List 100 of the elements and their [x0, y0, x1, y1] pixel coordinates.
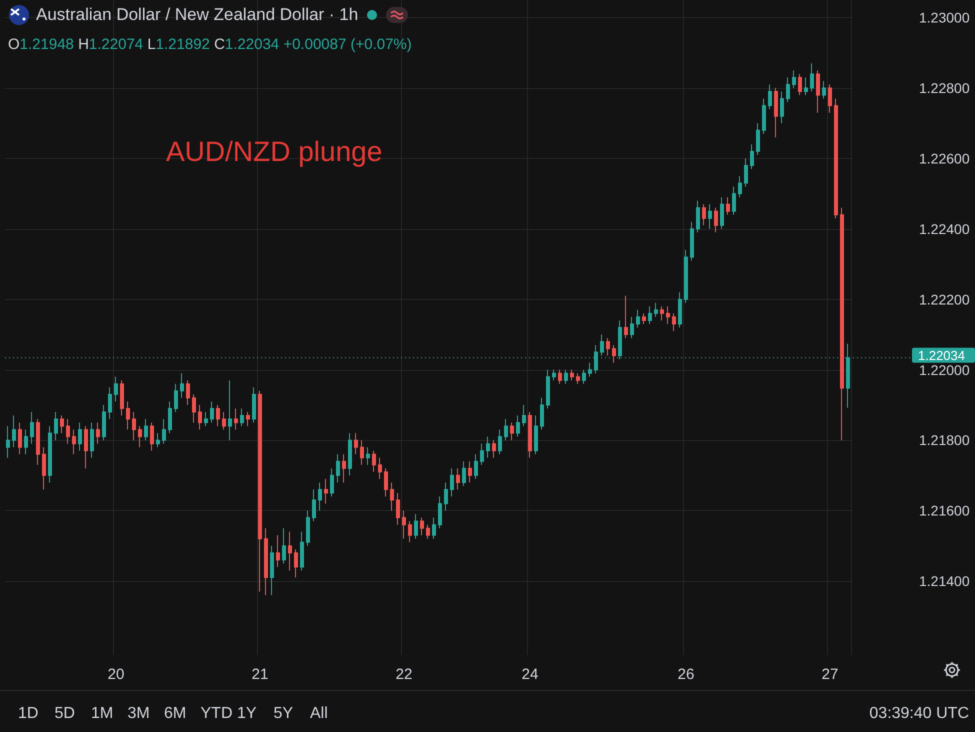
candlestick [12, 415, 16, 448]
candlestick [390, 482, 394, 512]
candlestick [732, 186, 736, 216]
candlestick [462, 460, 466, 486]
candlestick [564, 369, 568, 384]
x-tick-label: 24 [522, 666, 538, 683]
candlestick [414, 514, 418, 540]
candlestick [474, 454, 478, 480]
candlestick [258, 390, 262, 592]
candlestick [174, 383, 178, 413]
text: O1.21948 H1.22074 L1.21892 C1.22034 +0.00087 (+0.07%) [8, 36, 412, 53]
x-tick-label: 20 [108, 666, 124, 683]
candlestick [588, 362, 592, 378]
candlestick [210, 400, 214, 424]
candlestick [534, 415, 538, 455]
candlestick [360, 440, 364, 466]
x-tick-label: 21 [252, 666, 268, 683]
candlestick [198, 404, 202, 430]
candlestick [690, 221, 694, 262]
text: 1D [18, 705, 38, 723]
candlestick [744, 158, 748, 188]
candlestick [96, 422, 100, 444]
candlestick [408, 520, 412, 543]
text: 6M [164, 705, 186, 723]
candlestick [144, 418, 148, 441]
y-tick-label: 1.21400 [919, 573, 970, 590]
candlestick [558, 369, 562, 384]
candlestick [552, 369, 556, 381]
candlestick [516, 415, 520, 438]
candlestick [396, 492, 400, 526]
candlestick [810, 62, 814, 92]
candlestick [180, 372, 184, 398]
y-tick-label: 1.21800 [919, 432, 970, 448]
candlestick [576, 372, 580, 384]
candlestick [666, 306, 670, 324]
candlestick [66, 418, 70, 444]
candlestick [270, 545, 274, 596]
candlestick [6, 426, 10, 458]
candlestick [282, 528, 286, 564]
candlestick [630, 316, 634, 339]
candlestick [648, 306, 652, 324]
candlestick [366, 446, 370, 466]
candlestick [300, 531, 304, 571]
candlestick [486, 436, 490, 458]
y-tick-label: 1.22800 [919, 80, 970, 96]
text: 5Y [274, 705, 294, 723]
candlestick [702, 204, 706, 226]
candlestick [264, 528, 268, 596]
candlestick [294, 548, 298, 578]
candlestick [624, 295, 628, 339]
candlestick [528, 412, 532, 458]
candlestick [306, 510, 310, 546]
candlestick [348, 432, 352, 476]
candlestick [606, 338, 610, 356]
candlestick [138, 426, 142, 448]
text: 5D [54, 705, 75, 723]
candlestick [150, 422, 154, 452]
candlestick [378, 457, 382, 480]
candlestick [228, 380, 232, 441]
candlestick [426, 524, 430, 540]
candlestick [828, 84, 832, 114]
annotation: AUD/NZD plunge [166, 136, 382, 168]
candlestick [126, 400, 130, 430]
candlestick [510, 422, 514, 441]
candlestick [420, 517, 424, 536]
candlestick [468, 460, 472, 483]
candlestick [330, 468, 334, 498]
text: 1M [91, 705, 114, 723]
candlestick [312, 488, 316, 522]
candlestick [186, 380, 190, 406]
chart-title: Australian Dollar / New Zealand Dollar · 1h [36, 5, 358, 25]
y-tick-label: 1.22400 [919, 220, 970, 237]
candlestick [432, 517, 436, 540]
candlestick [768, 84, 772, 110]
text: 1Y [237, 705, 257, 723]
candlestick [540, 397, 544, 430]
candlestick [72, 429, 76, 455]
candlestick [156, 432, 160, 448]
candlestick [30, 412, 34, 444]
x-tick-label: 26 [678, 666, 694, 683]
candlestick [60, 415, 64, 434]
candlestick [108, 386, 112, 420]
candlestick [840, 207, 844, 441]
candlestick [204, 412, 208, 427]
candlestick [438, 496, 442, 529]
candlestick [834, 98, 838, 219]
candlestick [822, 80, 826, 100]
candlestick [570, 369, 574, 381]
candlestick [336, 454, 340, 483]
candlestick [240, 408, 244, 427]
candlestick [756, 122, 760, 156]
y-tick-label: 1.22000 [919, 362, 970, 378]
candlestick [102, 404, 106, 441]
candlestick [726, 196, 730, 216]
candlestick [456, 468, 460, 490]
y-tick-label: 1.23000 [919, 10, 970, 26]
candlestick [24, 429, 28, 455]
text: 3M [128, 705, 150, 723]
candlestick [48, 426, 52, 483]
candlestick [132, 412, 136, 441]
